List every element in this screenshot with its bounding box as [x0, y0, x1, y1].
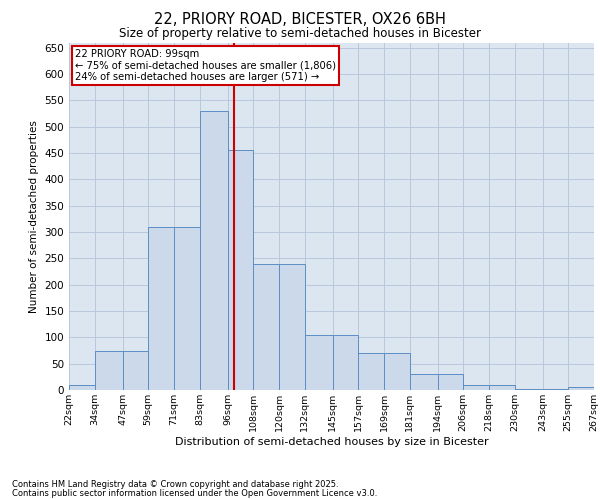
- Bar: [332, 334, 358, 390]
- Bar: [463, 384, 489, 390]
- Bar: [200, 111, 227, 390]
- Bar: [227, 150, 253, 390]
- Bar: [95, 350, 122, 390]
- Bar: [174, 227, 200, 390]
- Bar: [410, 374, 437, 390]
- Bar: [384, 353, 410, 390]
- Text: Contains HM Land Registry data © Crown copyright and database right 2025.: Contains HM Land Registry data © Crown c…: [12, 480, 338, 489]
- Bar: [437, 374, 463, 390]
- X-axis label: Distribution of semi-detached houses by size in Bicester: Distribution of semi-detached houses by …: [175, 436, 488, 446]
- Y-axis label: Number of semi-detached properties: Number of semi-detached properties: [29, 120, 39, 312]
- Text: Contains public sector information licensed under the Open Government Licence v3: Contains public sector information licen…: [12, 489, 377, 498]
- Bar: [253, 264, 279, 390]
- Bar: [279, 264, 305, 390]
- Bar: [148, 227, 174, 390]
- Bar: [515, 389, 542, 390]
- Bar: [489, 384, 515, 390]
- Text: 22 PRIORY ROAD: 99sqm
← 75% of semi-detached houses are smaller (1,806)
24% of s: 22 PRIORY ROAD: 99sqm ← 75% of semi-deta…: [76, 49, 337, 82]
- Bar: [69, 384, 95, 390]
- Bar: [542, 389, 568, 390]
- Text: 22, PRIORY ROAD, BICESTER, OX26 6BH: 22, PRIORY ROAD, BICESTER, OX26 6BH: [154, 12, 446, 28]
- Text: Size of property relative to semi-detached houses in Bicester: Size of property relative to semi-detach…: [119, 28, 481, 40]
- Bar: [122, 350, 148, 390]
- Bar: [305, 334, 332, 390]
- Bar: [568, 388, 594, 390]
- Bar: [358, 353, 384, 390]
